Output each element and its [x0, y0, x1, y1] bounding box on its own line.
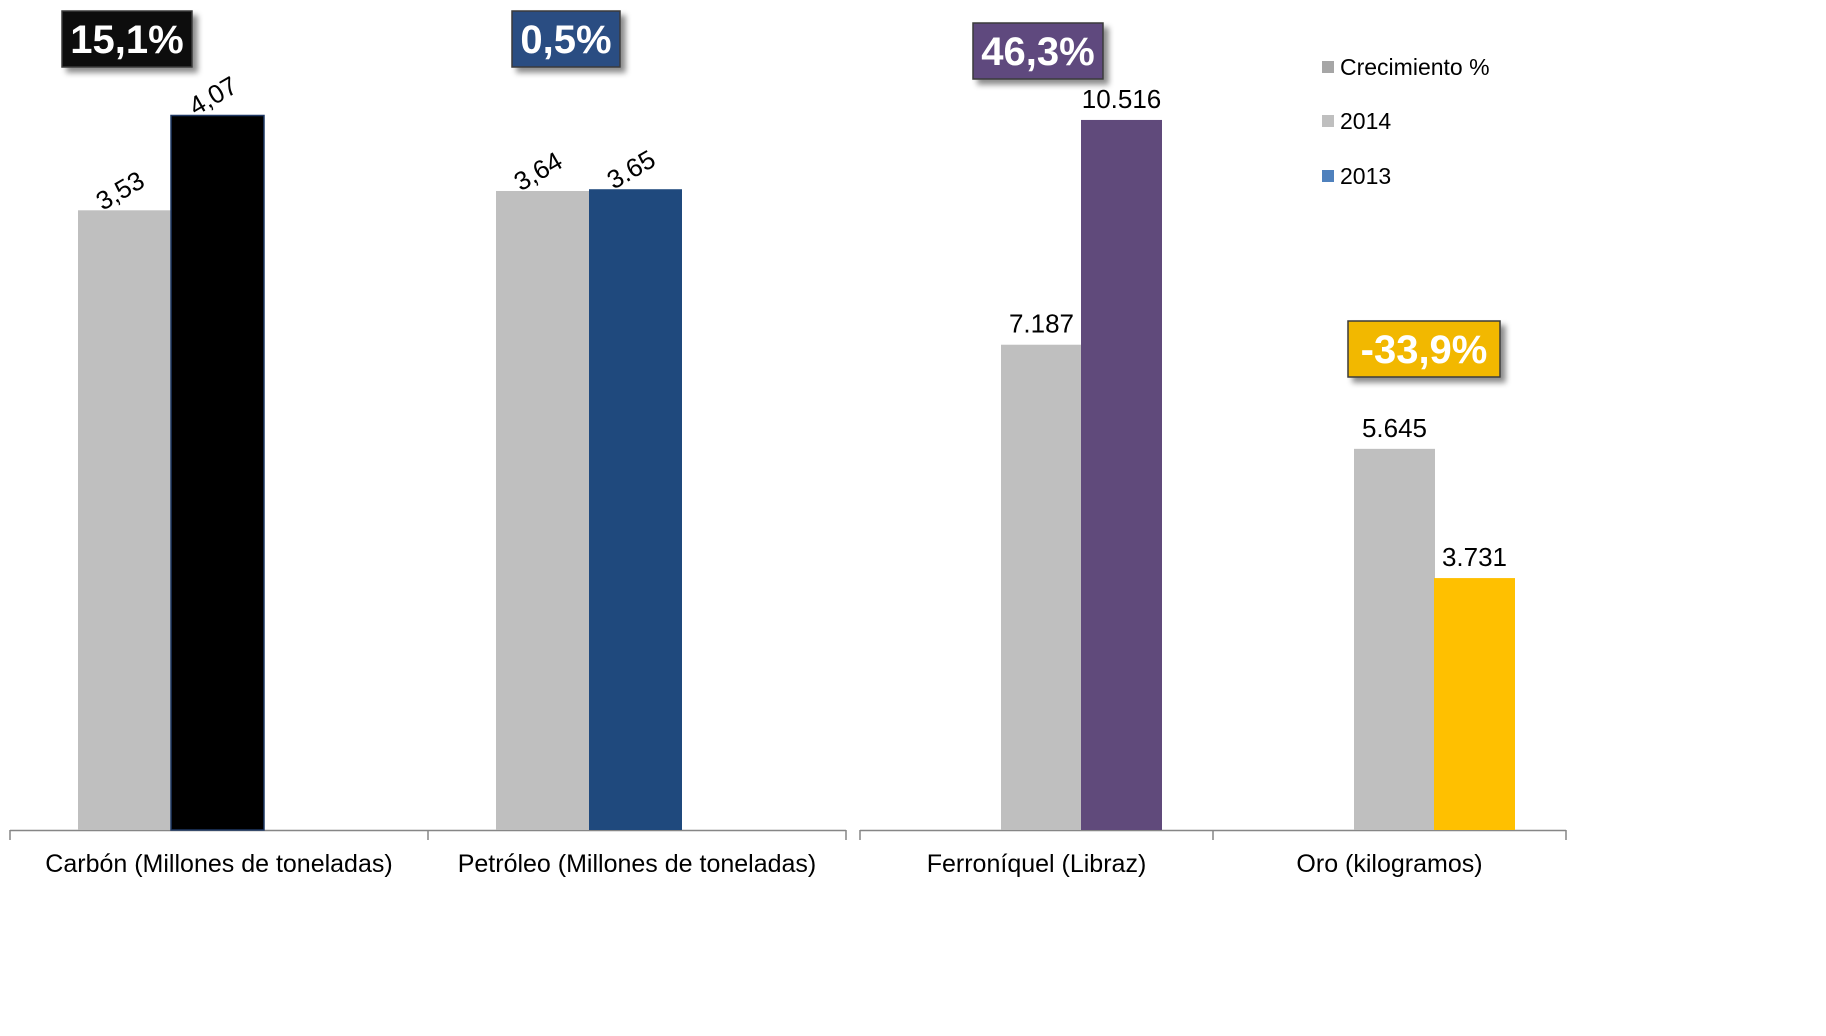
- data-label-2013-petroleo-millones-de-toneladas: 3.65: [602, 144, 661, 195]
- bar-2014-petroleo-millones-de-toneladas: [496, 190, 589, 830]
- x-tick-label-carbon-millones-de-toneladas: Carbón (Millones de toneladas): [45, 850, 392, 878]
- bar-2014-ferroniquel-libraz: [1001, 344, 1082, 830]
- legend-label-crecimiento: Crecimiento %: [1340, 54, 1490, 80]
- bar-2014-oro-kilogramos: [1354, 448, 1435, 830]
- bar-2013-ferroniquel-libraz: [1081, 119, 1162, 830]
- growth-badge-petroleo-millones-de-toneladas: 0,5%: [511, 10, 621, 68]
- bar-2013-oro-kilogramos: [1434, 578, 1515, 830]
- growth-badge-carbon-millones-de-toneladas: 15,1%: [61, 10, 193, 68]
- bar-2013-petroleo-millones-de-toneladas: [589, 189, 682, 830]
- data-label-2014-ferroniquel-libraz: 7.187: [1009, 309, 1074, 339]
- bar-2014-carbon-millones-de-toneladas: [78, 210, 171, 831]
- growth-badge-box: [972, 22, 1104, 80]
- legend-label-2014: 2014: [1340, 108, 1391, 134]
- growth-badge-label: -33,9%: [1361, 328, 1488, 372]
- data-label-2013-carbon-millones-de-toneladas: 4,07: [184, 70, 243, 121]
- growth-badge-label: 46,3%: [981, 30, 1094, 74]
- x-tick-label-oro-kilogramos: Oro (kilogramos): [1296, 850, 1482, 878]
- data-label-2013-oro-kilogramos: 3.731: [1442, 542, 1507, 572]
- legend-label-2013: 2013: [1340, 163, 1391, 189]
- growth-badge-ferroniquel-libraz: 46,3%: [972, 22, 1104, 80]
- legend-swatch-2013: [1322, 170, 1334, 182]
- growth-badge-oro-kilogramos: -33,9%: [1347, 320, 1501, 378]
- legend-swatch-2014: [1322, 115, 1334, 127]
- growth-badge-label: 0,5%: [520, 18, 611, 62]
- growth-badge-box: [61, 10, 193, 68]
- x-tick-label-ferroniquel-libraz: Ferroníquel (Libraz): [927, 850, 1147, 878]
- x-tick-label-petroleo-millones-de-toneladas: Petróleo (Millones de toneladas): [458, 850, 817, 878]
- growth-badge-box: [1347, 320, 1501, 378]
- data-label-2014-oro-kilogramos: 5.645: [1362, 413, 1427, 443]
- legend: Crecimiento % 2014 2013: [1322, 54, 1490, 189]
- growth-badge-box: [511, 10, 621, 68]
- data-label-2014-petroleo-millones-de-toneladas: 3,64: [509, 146, 568, 197]
- data-label-2014-carbon-millones-de-toneladas: 3,53: [91, 165, 150, 216]
- bar-2013-carbon-millones-de-toneladas: [170, 114, 265, 831]
- data-label-2013-ferroniquel-libraz: 10.516: [1082, 84, 1162, 114]
- legend-swatch-crecimiento: [1322, 61, 1334, 73]
- growth-badge-label: 15,1%: [70, 18, 183, 62]
